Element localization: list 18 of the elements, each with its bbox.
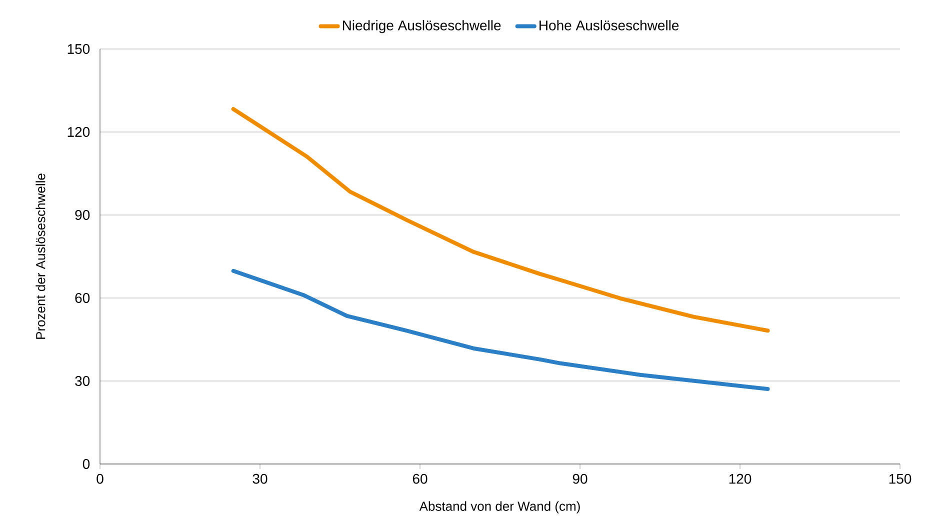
- x-tick-label: 120: [729, 474, 752, 484]
- legend-label: Niedrige Auslöseschwelle: [342, 20, 501, 34]
- y-tick-label: 90: [75, 210, 90, 220]
- y-tick-label: 0: [82, 459, 90, 469]
- legend-label: Hohe Auslöseschwelle: [540, 20, 679, 30]
- y-axis-title: Prozent der Auslöseschwelle: [36, 174, 46, 339]
- y-tick-label: 30: [75, 376, 90, 386]
- x-tick-label: 150: [889, 474, 912, 484]
- x-tick-label: 90: [572, 474, 588, 484]
- y-tick-label: 120: [68, 127, 90, 137]
- y-tick-label: 150: [68, 44, 90, 54]
- y-tick-label: 60: [75, 293, 90, 303]
- x-tick-label: 30: [252, 474, 268, 484]
- line-series: [231, 107, 770, 333]
- x-tick-label: 0: [96, 474, 104, 484]
- x-axis-title: Abstand von der Wand (cm): [419, 501, 580, 514]
- x-tick-label: 60: [412, 474, 428, 484]
- line-series: [231, 268, 770, 392]
